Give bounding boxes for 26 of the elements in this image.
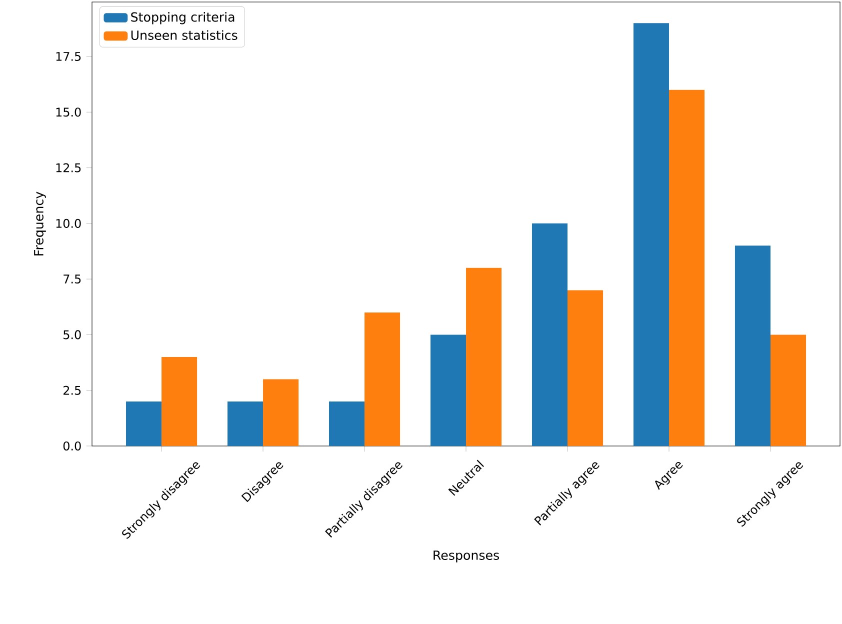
bar	[633, 23, 669, 446]
x-axis-title: Responses	[434, 550, 500, 562]
y-axis-title: Frequency	[34, 192, 46, 256]
y-tick-label: 7.5	[64, 274, 81, 284]
y-tick-label: 17.5	[56, 52, 81, 61]
bar	[263, 379, 299, 446]
bar	[228, 401, 264, 446]
y-tick-label: 12.5	[56, 163, 81, 172]
bar	[466, 268, 502, 446]
bar	[770, 334, 806, 446]
bar	[364, 312, 400, 446]
legend-label: Unseen statistics	[131, 30, 238, 40]
bar	[162, 356, 198, 446]
y-tick-label: 2.5	[64, 386, 81, 395]
bar	[430, 334, 466, 446]
bar	[734, 246, 770, 446]
bar	[328, 401, 365, 446]
bar	[568, 290, 604, 446]
bar	[532, 223, 568, 446]
bar	[669, 90, 705, 446]
legend-label: Stopping criteria	[131, 12, 234, 24]
y-tick-label: 10.0	[56, 218, 81, 228]
y-tick-label: 15.0	[56, 108, 81, 117]
y-tick-label: 5.0	[64, 330, 81, 340]
y-tick-label: 0.0	[63, 441, 81, 450]
bar	[126, 401, 162, 446]
